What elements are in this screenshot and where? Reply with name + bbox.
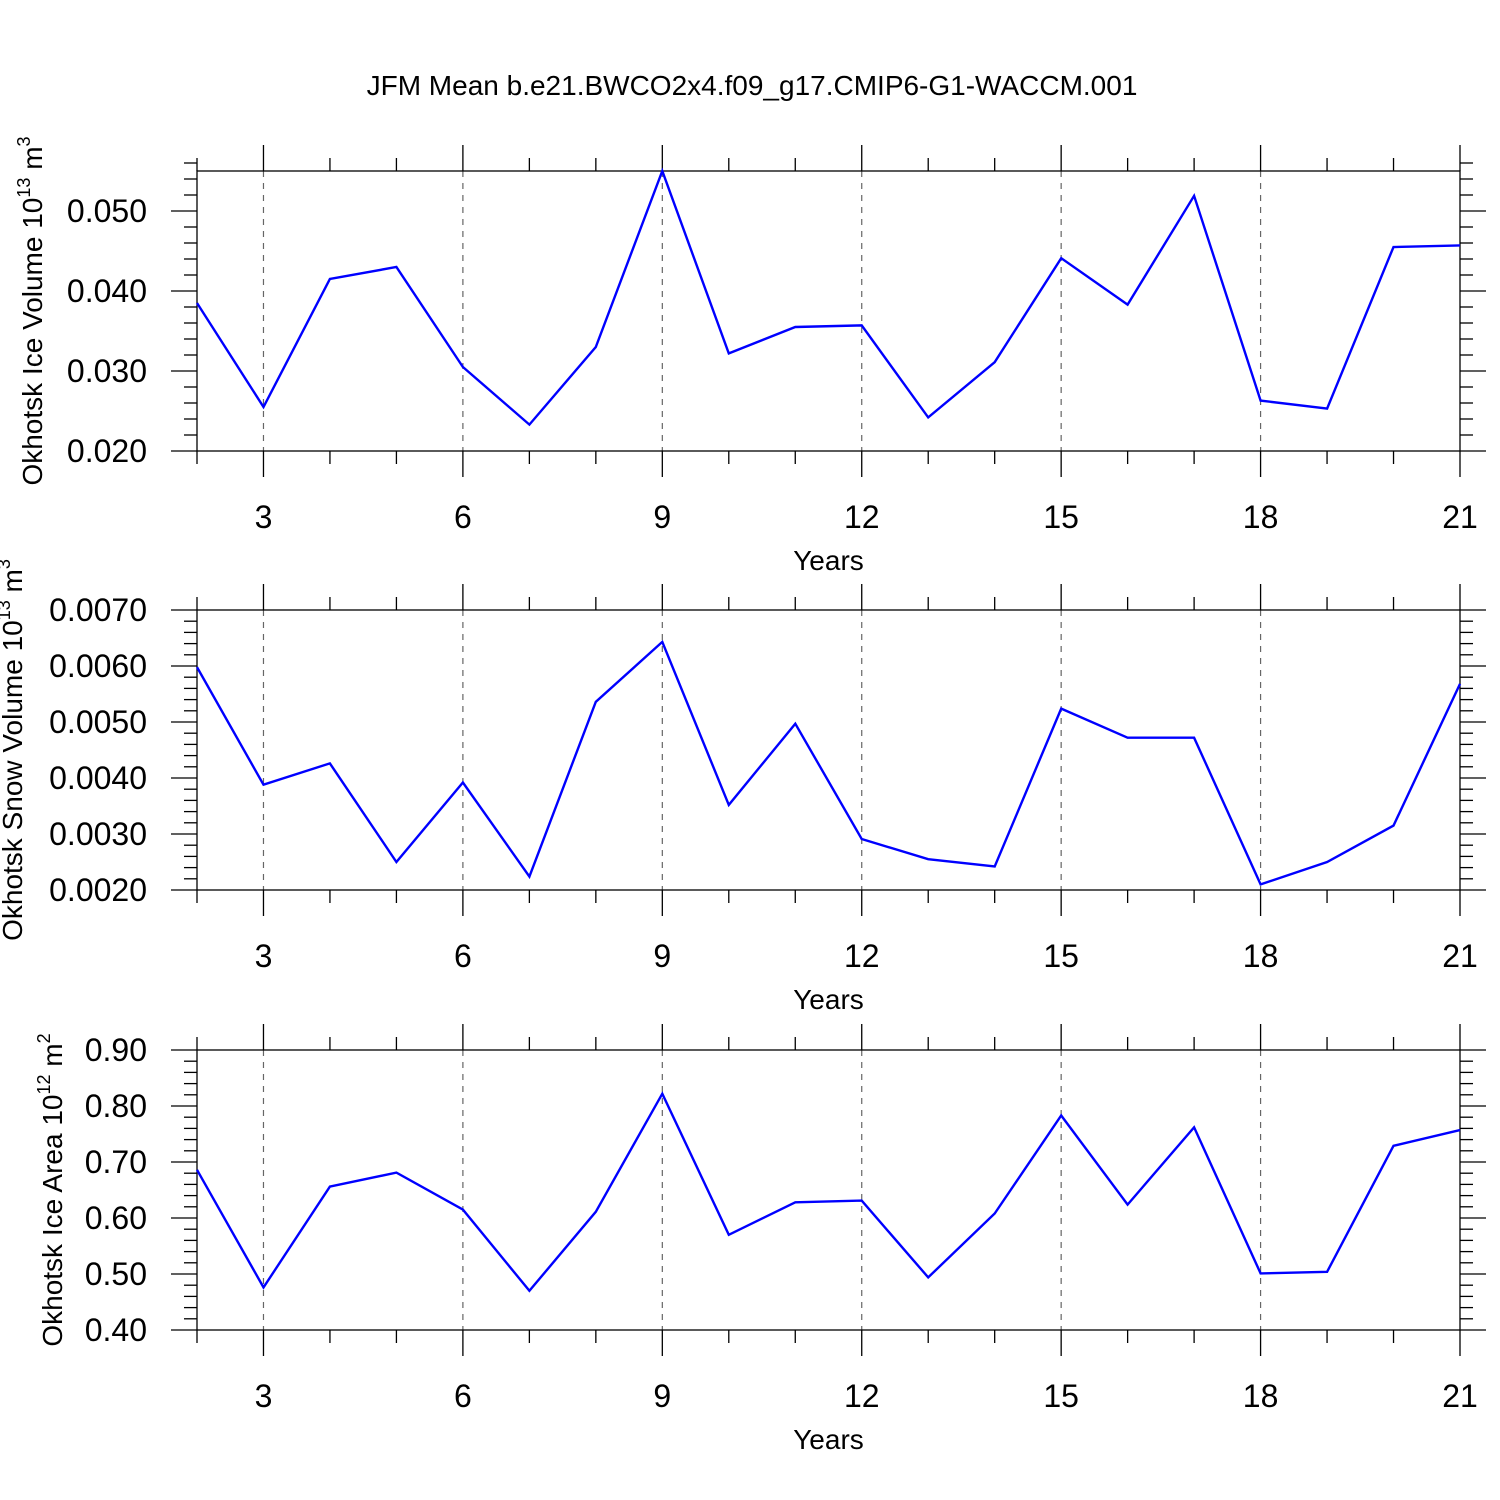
y-tick-label: 0.50: [85, 1256, 147, 1292]
y-tick-label: 0.0060: [49, 648, 147, 684]
x-tick-label: 12: [844, 1378, 880, 1414]
x-tick-label: 21: [1442, 499, 1478, 535]
y-axis-label-text: Okhotsk Ice Area 10: [37, 1095, 68, 1347]
x-axis-label: Years: [793, 1424, 864, 1455]
y-axis-label-superscript: 3: [14, 136, 34, 146]
y-tick-label: 0.0030: [49, 816, 147, 852]
y-axis-label-text: m: [37, 1043, 68, 1074]
y-axis-label-superscript: 3: [0, 559, 14, 569]
y-tick-label: 0.050: [67, 193, 147, 229]
x-tick-label: 6: [454, 1378, 472, 1414]
x-tick-label: 15: [1043, 938, 1079, 974]
x-tick-label: 21: [1442, 1378, 1478, 1414]
y-axis-label-text: m: [17, 146, 48, 177]
y-axis-label-text: m: [0, 569, 28, 600]
y-axis-label-superscript: 2: [34, 1033, 54, 1043]
panel-1: 3 6 9 12 15 18 21 Years 0.020 0.030 0.040 0.050 Okho…: [14, 136, 1486, 576]
y-tick-label: 0.70: [85, 1144, 147, 1180]
y-tick-label: 0.0070: [49, 592, 147, 628]
y-tick-label: 0.40: [85, 1312, 147, 1348]
x-tick-label: 15: [1043, 1378, 1079, 1414]
y-axis-label: Okhotsk Ice Volume 1013 m3: [14, 136, 48, 485]
x-tick-label: 12: [844, 938, 880, 974]
x-tick-label: 3: [255, 499, 273, 535]
panel-2: 3 6 9 12 15 18 21 Years 0.0020 0.0030 0.0040 0.0050…: [0, 559, 1486, 1015]
x-tick-label: 6: [454, 499, 472, 535]
y-tick-label: 0.90: [85, 1032, 147, 1068]
x-tick-label: 15: [1043, 499, 1079, 535]
y-tick-label: 0.0050: [49, 704, 147, 740]
x-tick-label: 18: [1243, 938, 1279, 974]
plot-frame: [196, 609, 1461, 891]
x-tick-label: 21: [1442, 938, 1478, 974]
x-tick-label: 6: [454, 938, 472, 974]
y-tick-label: 0.80: [85, 1088, 147, 1124]
y-axis-label: Okhotsk Snow Volume 1013 m3: [0, 559, 28, 941]
y-tick-label: 0.0020: [49, 872, 147, 908]
x-tick-label: 9: [653, 499, 671, 535]
y-tick-label: 0.030: [67, 353, 147, 389]
x-tick-label: 18: [1243, 499, 1279, 535]
panel-3: 3 6 9 12 15 18 21 Years 0.40 0.50 0.60 0.70 0.80 0.90…: [34, 1024, 1486, 1455]
x-tick-label: 9: [653, 1378, 671, 1414]
plot-frame: [196, 170, 1461, 452]
y-tick-label: 0.60: [85, 1200, 147, 1236]
x-tick-label: 18: [1243, 1378, 1279, 1414]
plot-frame: [196, 1049, 1461, 1331]
y-axis-label-superscript: 13: [0, 600, 14, 620]
y-axis-label-text: Okhotsk Snow Volume 10: [0, 620, 28, 941]
x-tick-label: 12: [844, 499, 880, 535]
series-line: [195, 167, 1461, 427]
x-tick-label: 3: [255, 938, 273, 974]
chart-title: JFM Mean b.e21.BWCO2x4.f09_g17.CMIP6-G1-…: [367, 70, 1138, 101]
y-axis-label: Okhotsk Ice Area 1012 m2: [34, 1033, 68, 1346]
series-line: [195, 639, 1462, 886]
y-tick-label: 0.0040: [49, 760, 147, 796]
x-tick-label: 3: [255, 1378, 273, 1414]
y-tick-label: 0.020: [67, 433, 147, 469]
x-axis-label: Years: [793, 984, 864, 1015]
y-axis-label-text: Okhotsk Ice Volume 10: [17, 198, 48, 486]
y-tick-label: 0.040: [67, 273, 147, 309]
x-tick-label: 9: [653, 938, 671, 974]
x-axis-label: Years: [793, 545, 864, 576]
y-axis-label-superscript: 12: [34, 1074, 54, 1094]
y-axis-label-superscript: 13: [14, 178, 34, 198]
series-line: [195, 1091, 1461, 1293]
